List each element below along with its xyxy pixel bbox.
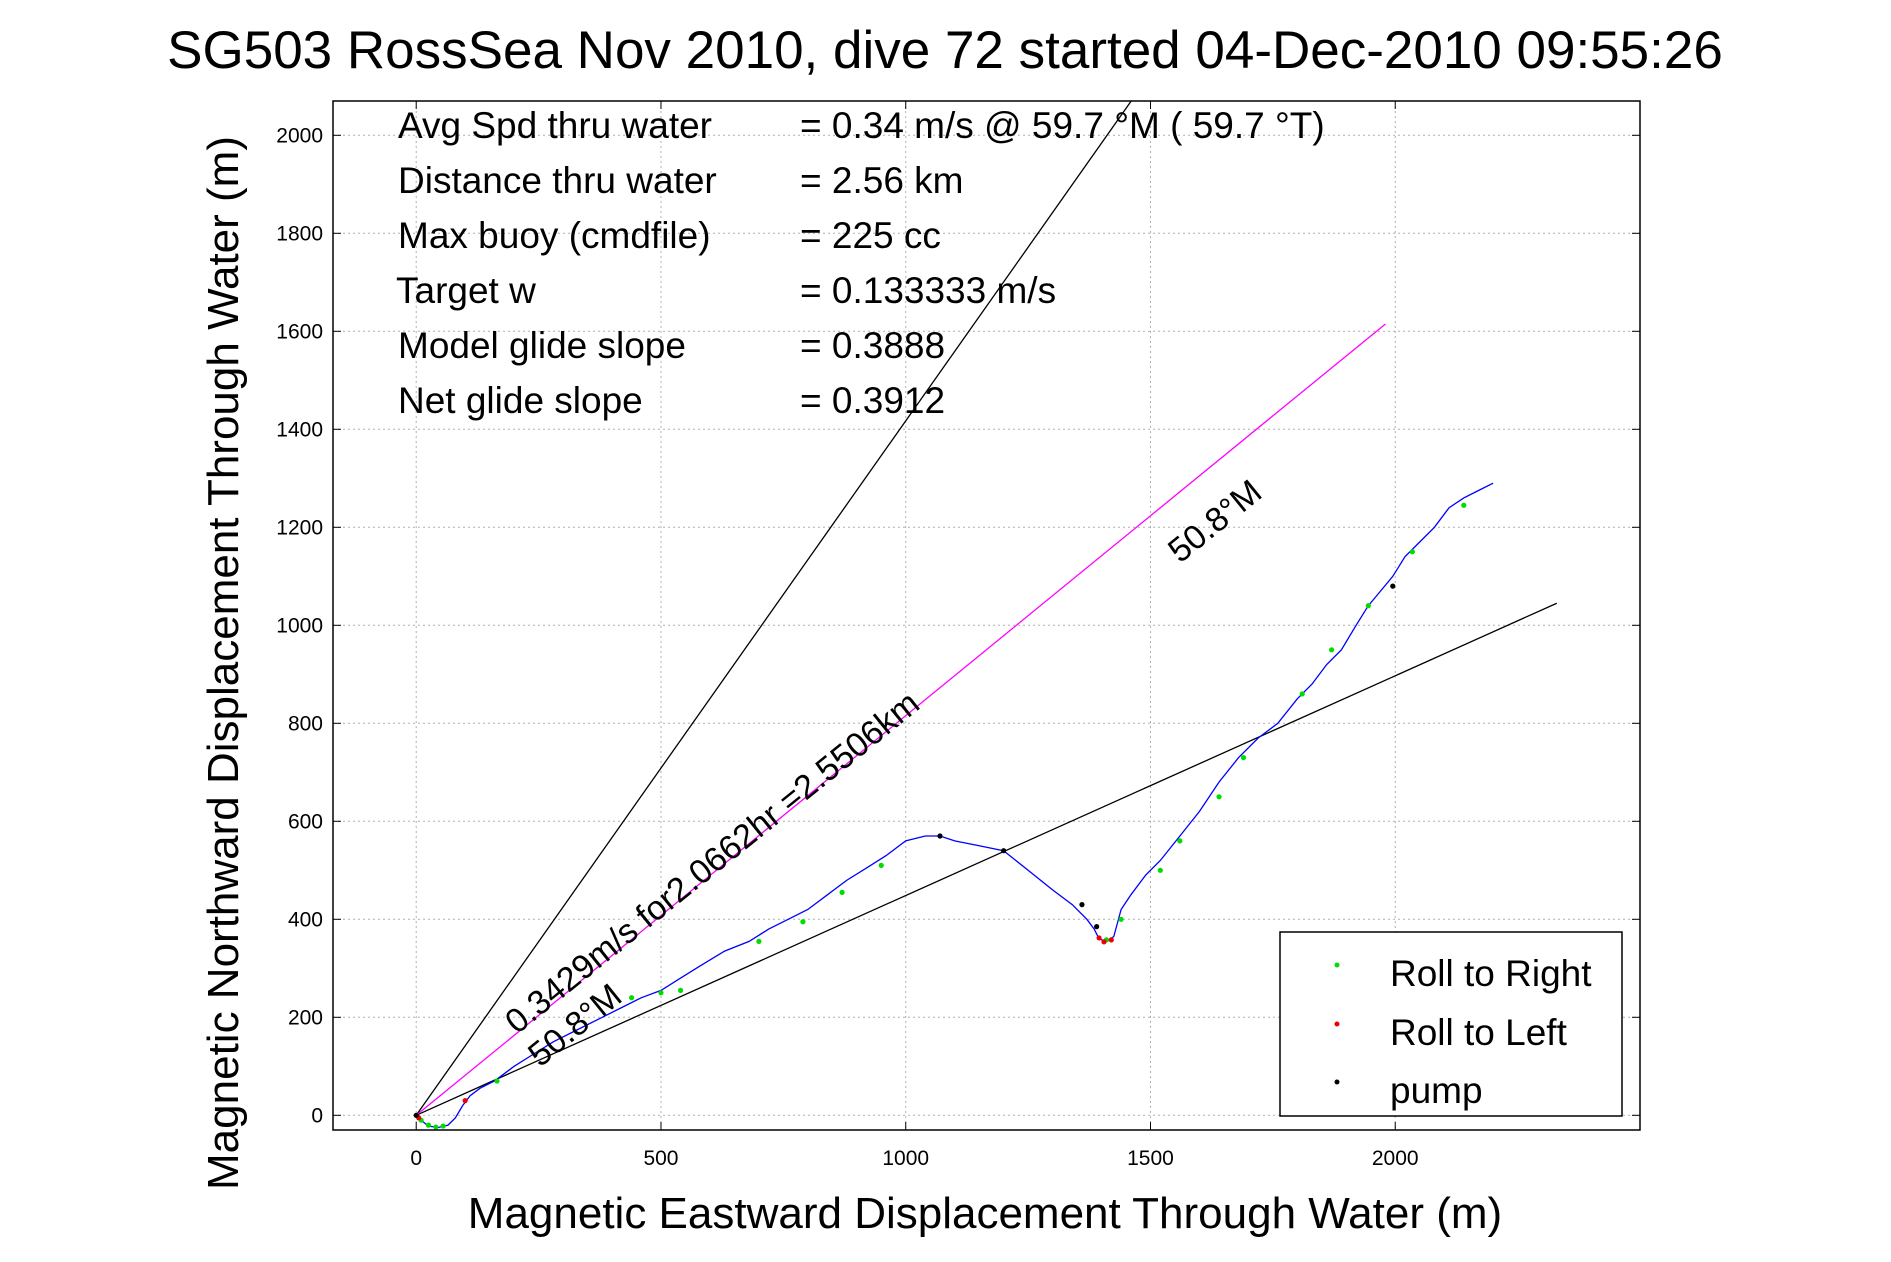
y-axis-label: Magnetic Northward Displacement Through … [199, 136, 248, 1190]
roll-right-marker [839, 889, 845, 895]
y-tick-label: 1400 [276, 418, 323, 441]
x-tick-label: 500 [643, 1147, 678, 1170]
roll-right-marker [1240, 755, 1247, 761]
info-value-net-glide: = 0.3912 [800, 380, 945, 421]
x-tick-label: 1500 [1127, 1147, 1174, 1170]
legend-swatch-roll-left [1334, 1021, 1340, 1027]
roll-right-marker [1118, 916, 1124, 922]
y-tick-label: 400 [288, 908, 323, 931]
info-value-model-glide: = 0.3888 [800, 325, 945, 366]
plot-frame [332, 100, 1641, 1131]
legend-swatch-pump [1334, 1079, 1340, 1085]
roll-right-marker [629, 995, 635, 1001]
y-ticks: 0 200 400 600 800 1000 1200 1400 1600 1800 2000 [276, 124, 1640, 1127]
info-value-max-buoy: = 225 cc [800, 215, 941, 256]
roll-right-marker [1177, 838, 1183, 844]
pump-marker [1001, 848, 1007, 854]
legend: Roll to Right Roll to Left pump [1279, 931, 1623, 1117]
info-panel: Avg Spd thru water = 0.34 m/s @ 59.7 °M … [396, 105, 1325, 421]
x-tick-label: 1000 [882, 1147, 929, 1170]
roll-right-marker [1329, 647, 1335, 653]
y-tick-label: 2000 [276, 124, 323, 147]
roll-right-marker [425, 1122, 432, 1128]
y-tick-label: 800 [288, 712, 323, 735]
roll-right-marker [677, 987, 684, 993]
y-tick-label: 1000 [276, 614, 323, 637]
roll-left-marker [1101, 939, 1107, 945]
roll-right-marker [658, 990, 664, 996]
pump-marker [413, 1112, 419, 1118]
roll-right-marker [878, 862, 884, 869]
roll-right-marker [494, 1078, 500, 1084]
legend-label-pump: pump [1390, 1070, 1483, 1111]
reference-lines [415, 101, 1558, 1116]
roll-right-marker [1216, 794, 1222, 800]
y-tick-label: 1600 [276, 320, 323, 343]
roll-right-marker [800, 919, 806, 925]
roll-right-marker [1157, 867, 1163, 873]
y-tick-label: 1200 [276, 516, 323, 539]
legend-label-roll-left: Roll to Left [1390, 1012, 1568, 1053]
reference-line-upper-heading [415, 101, 1132, 1116]
pump-marker [1079, 902, 1085, 908]
track-line [415, 482, 1494, 1129]
roll-right-marker [756, 938, 762, 944]
x-axis-label: Magnetic Eastward Displacement Through W… [468, 1189, 1502, 1238]
roll-left-marker [1108, 937, 1114, 943]
reference-line-lower-heading [415, 602, 1558, 1116]
info-value-distance: = 2.56 km [800, 160, 964, 201]
roll-right-marker [1461, 502, 1467, 508]
info-label-net-glide: Net glide slope [398, 380, 643, 421]
info-label-avg-speed: Avg Spd thru water [398, 105, 712, 146]
info-value-target-w: = 0.133333 m/s [800, 270, 1056, 311]
roll-right-marker [440, 1123, 446, 1129]
info-label-distance: Distance thru water [398, 160, 717, 201]
roll-right-marker [1365, 603, 1371, 609]
roll-right-marker [1299, 691, 1305, 697]
y-tick-label: 200 [288, 1006, 323, 1029]
x-tick-label: 2000 [1372, 1147, 1419, 1170]
y-tick-label: 1800 [276, 222, 323, 245]
x-ticks: 0 500 1000 1500 2000 [410, 101, 1419, 1170]
reference-line-average-velocity [415, 323, 1386, 1116]
info-label-max-buoy: Max buoy (cmdfile) [398, 215, 711, 256]
grid [333, 101, 1640, 1130]
y-tick-label: 0 [311, 1104, 323, 1127]
pump-marker [937, 833, 943, 839]
y-tick-label: 600 [288, 810, 323, 833]
roll-right-marker [1409, 549, 1415, 555]
pump-marker [1390, 583, 1396, 589]
legend-swatch-roll-right [1334, 962, 1340, 968]
markers [413, 502, 1467, 1130]
x-tick-label: 0 [410, 1147, 422, 1170]
chart-title: SG503 RossSea Nov 2010, dive 72 started … [167, 21, 1723, 80]
track [415, 482, 1494, 1129]
legend-label-roll-right: Roll to Right [1390, 953, 1592, 994]
pump-marker [1094, 924, 1100, 930]
roll-right-marker [433, 1124, 439, 1130]
roll-left-marker [1096, 935, 1102, 941]
roll-left-marker [462, 1098, 468, 1104]
info-label-model-glide: Model glide slope [398, 325, 686, 366]
info-label-target-w: Target w [396, 270, 536, 311]
info-value-avg-speed: = 0.34 m/s @ 59.7 °M ( 59.7 °T) [800, 105, 1325, 146]
